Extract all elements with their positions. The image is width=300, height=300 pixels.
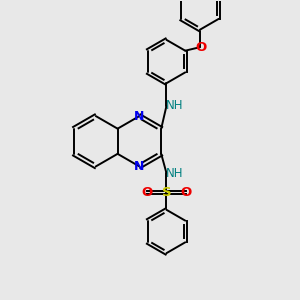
Text: O: O <box>180 186 191 199</box>
Text: N: N <box>134 160 145 173</box>
Text: S: S <box>162 186 171 199</box>
Text: NH: NH <box>165 167 183 180</box>
Text: N: N <box>134 110 145 123</box>
Text: O: O <box>195 41 206 54</box>
Text: O: O <box>142 186 153 199</box>
Text: NH: NH <box>165 99 183 112</box>
